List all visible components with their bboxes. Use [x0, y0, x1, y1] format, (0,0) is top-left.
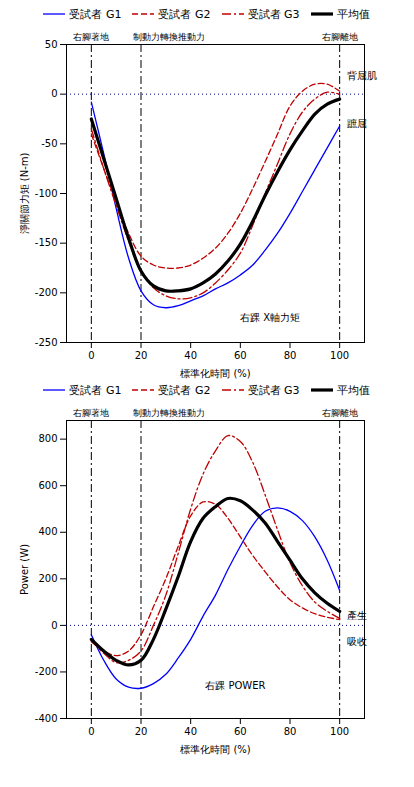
svg-text:標準化時間 (%): 標準化時間 (%)	[180, 368, 251, 379]
svg-text:制動力轉換推動力: 制動力轉換推動力	[133, 32, 205, 42]
svg-text:0: 0	[88, 350, 94, 361]
html-text:受試者 G3: 受試者 G3	[247, 383, 300, 397]
svg-text:右腳著地: 右腳著地	[73, 408, 109, 418]
svg-text:100: 100	[330, 350, 349, 361]
svg-text:右腳離地: 右腳離地	[322, 32, 358, 42]
svg-text:蹠屈: 蹠屈	[347, 118, 367, 129]
svg-text:50: 50	[45, 39, 58, 50]
svg-text:80: 80	[284, 726, 297, 737]
svg-text:背屈肌: 背屈肌	[347, 70, 377, 81]
svg-text:吸收: 吸收	[347, 636, 367, 647]
svg-text:0: 0	[88, 726, 94, 737]
svg-text:-200: -200	[35, 287, 58, 298]
html-text:受試者 G2: 受試者 G2	[158, 7, 211, 21]
svg-text:20: 20	[135, 726, 148, 737]
html-text:受試者 G1: 受試者 G1	[69, 7, 122, 21]
html-text:受試者 G1: 受試者 G1	[69, 383, 122, 397]
svg-text:200: 200	[38, 573, 57, 584]
svg-text:40: 40	[184, 726, 197, 737]
svg-text:-50: -50	[41, 138, 57, 149]
svg-text:60: 60	[234, 350, 247, 361]
html-text:受試者 G2: 受試者 G2	[158, 383, 211, 397]
svg-text:淨關節力矩 (N-m): 淨關節力矩 (N-m)	[19, 152, 30, 234]
svg-text:-250: -250	[35, 337, 58, 348]
svg-text:標準化時間 (%): 標準化時間 (%)	[180, 744, 251, 755]
html-text:受試者 G3: 受試者 G3	[247, 7, 300, 21]
html-text:平均值: 平均值	[336, 7, 370, 21]
svg-text:60: 60	[234, 726, 247, 737]
svg-text:右踝 POWER: 右踝 POWER	[205, 680, 265, 691]
svg-text:100: 100	[330, 726, 349, 737]
svg-text:右腳離地: 右腳離地	[322, 408, 358, 418]
svg-text:80: 80	[284, 350, 297, 361]
svg-text:40: 40	[184, 350, 197, 361]
svg-text:600: 600	[38, 480, 57, 491]
svg-text:-400: -400	[35, 713, 58, 724]
svg-text:800: 800	[38, 433, 57, 444]
svg-text:400: 400	[38, 526, 57, 537]
svg-text:20: 20	[135, 350, 148, 361]
svg-text:制動力轉換推動力: 制動力轉換推動力	[133, 408, 205, 418]
html-text:平均值: 平均值	[336, 383, 370, 397]
svg-text:右踝 X軸力矩: 右踝 X軸力矩	[240, 312, 300, 323]
svg-text:0: 0	[51, 620, 57, 631]
svg-text:右腳著地: 右腳著地	[73, 32, 109, 42]
svg-text:0: 0	[51, 88, 57, 99]
svg-text:-100: -100	[35, 188, 58, 199]
svg-text:-150: -150	[35, 237, 58, 248]
svg-text:產生: 產生	[347, 610, 367, 621]
svg-text:-200: -200	[35, 666, 58, 677]
svg-text:Power (W): Power (W)	[19, 544, 30, 595]
